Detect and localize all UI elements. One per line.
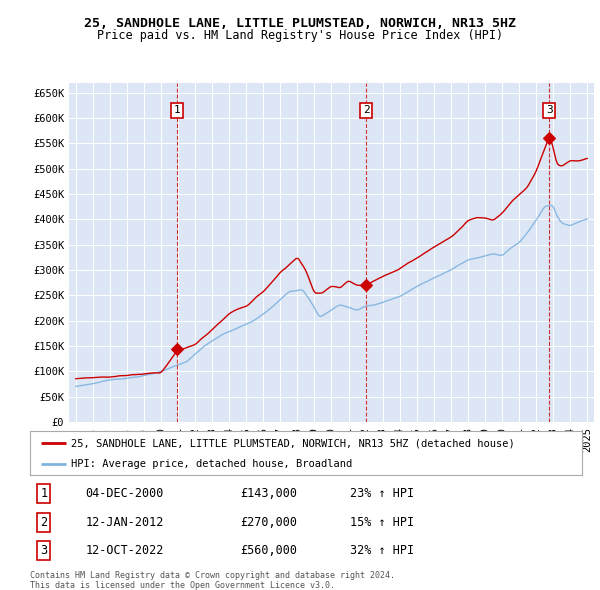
Text: 15% ↑ HPI: 15% ↑ HPI [350,516,414,529]
Text: 1: 1 [173,106,180,116]
Text: 04-DEC-2000: 04-DEC-2000 [85,487,164,500]
Text: 2: 2 [363,106,370,116]
Text: 12-JAN-2012: 12-JAN-2012 [85,516,164,529]
Text: 1: 1 [40,487,47,500]
Text: Price paid vs. HM Land Registry's House Price Index (HPI): Price paid vs. HM Land Registry's House … [97,29,503,42]
Text: 12-OCT-2022: 12-OCT-2022 [85,544,164,557]
Text: 23% ↑ HPI: 23% ↑ HPI [350,487,414,500]
Text: £143,000: £143,000 [240,487,297,500]
Point [361,280,371,290]
Point [172,345,182,354]
Text: 3: 3 [546,106,553,116]
Text: 3: 3 [40,544,47,557]
Text: £560,000: £560,000 [240,544,297,557]
Text: HPI: Average price, detached house, Broadland: HPI: Average price, detached house, Broa… [71,459,353,469]
Text: £270,000: £270,000 [240,516,297,529]
Text: Contains HM Land Registry data © Crown copyright and database right 2024.
This d: Contains HM Land Registry data © Crown c… [30,571,395,590]
Text: 2: 2 [40,516,47,529]
Text: 25, SANDHOLE LANE, LITTLE PLUMSTEAD, NORWICH, NR13 5HZ: 25, SANDHOLE LANE, LITTLE PLUMSTEAD, NOR… [84,17,516,30]
Point [545,133,554,143]
Text: 25, SANDHOLE LANE, LITTLE PLUMSTEAD, NORWICH, NR13 5HZ (detached house): 25, SANDHOLE LANE, LITTLE PLUMSTEAD, NOR… [71,438,515,448]
Text: 32% ↑ HPI: 32% ↑ HPI [350,544,414,557]
